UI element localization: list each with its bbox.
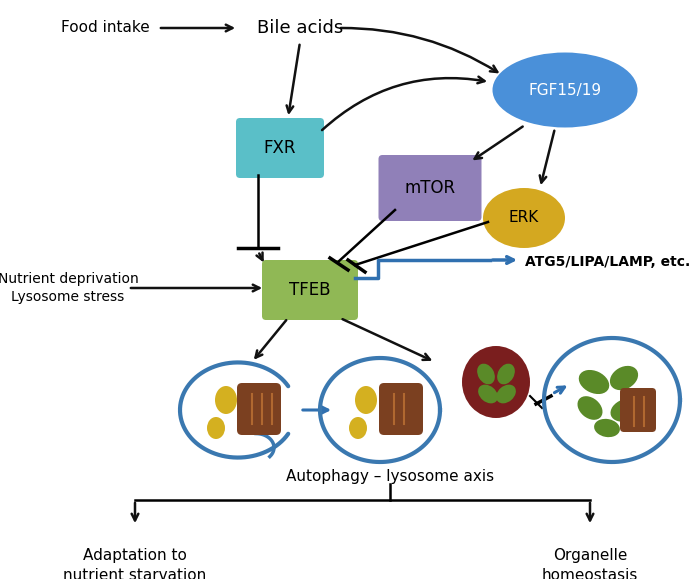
Ellipse shape: [349, 417, 367, 439]
Ellipse shape: [207, 417, 225, 439]
Ellipse shape: [578, 396, 603, 420]
FancyBboxPatch shape: [379, 155, 482, 221]
Ellipse shape: [215, 386, 237, 414]
Text: TFEB: TFEB: [289, 281, 330, 299]
FancyBboxPatch shape: [236, 118, 324, 178]
Text: Bile acids: Bile acids: [257, 19, 343, 37]
FancyBboxPatch shape: [379, 383, 423, 435]
Ellipse shape: [594, 419, 620, 437]
Text: ATG5/LIPA/LAMP, etc.: ATG5/LIPA/LAMP, etc.: [525, 255, 690, 269]
Text: ERK: ERK: [509, 211, 539, 225]
FancyBboxPatch shape: [620, 388, 656, 432]
Text: mTOR: mTOR: [405, 179, 456, 197]
Ellipse shape: [493, 53, 638, 127]
Text: FGF15/19: FGF15/19: [528, 82, 601, 97]
Ellipse shape: [579, 370, 609, 394]
Polygon shape: [320, 358, 440, 462]
Text: Organelle
homeostasis: Organelle homeostasis: [542, 548, 638, 579]
Ellipse shape: [497, 364, 514, 384]
Text: Nutrient deprivation
Lysosome stress: Nutrient deprivation Lysosome stress: [0, 272, 139, 304]
Text: FXR: FXR: [264, 139, 296, 157]
Ellipse shape: [610, 366, 638, 390]
FancyBboxPatch shape: [237, 383, 281, 435]
Ellipse shape: [610, 398, 641, 422]
Ellipse shape: [477, 364, 495, 384]
Ellipse shape: [483, 188, 565, 248]
Text: Adaptation to
nutrient starvation: Adaptation to nutrient starvation: [64, 548, 206, 579]
Ellipse shape: [462, 346, 530, 418]
Polygon shape: [544, 338, 680, 462]
Text: Food intake: Food intake: [61, 20, 149, 35]
Ellipse shape: [478, 384, 498, 404]
Ellipse shape: [355, 386, 377, 414]
Text: Autophagy – lysosome axis: Autophagy – lysosome axis: [286, 468, 494, 483]
FancyBboxPatch shape: [262, 260, 358, 320]
Ellipse shape: [496, 384, 516, 404]
